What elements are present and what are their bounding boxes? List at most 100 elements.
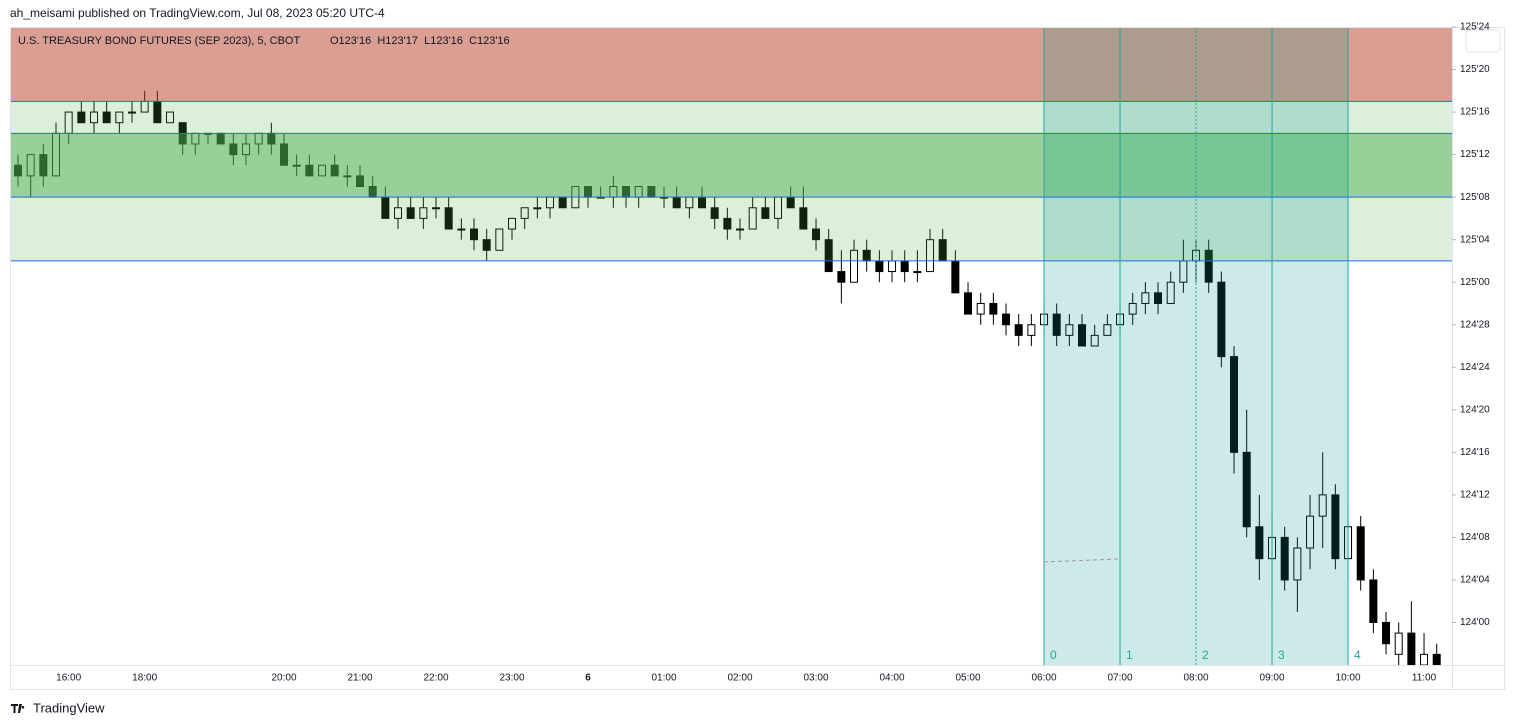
candle-body	[850, 249, 859, 283]
price-zone	[10, 27, 1452, 102]
candle-body	[444, 207, 453, 230]
x-tick-label: 06:00	[1032, 673, 1057, 684]
y-tick-label: 124'12	[1460, 490, 1490, 501]
candle-body	[406, 207, 415, 219]
y-tick-label: 124'28	[1460, 319, 1490, 330]
candle-body	[799, 207, 808, 230]
y-tick-label: 124'16	[1460, 447, 1490, 458]
x-tick-label: 23:00	[499, 673, 524, 684]
y-tick-label: 124'04	[1460, 575, 1490, 586]
candle-body	[888, 260, 897, 273]
candle-body	[989, 302, 998, 315]
x-tick-label: 01:00	[652, 673, 677, 684]
candle-body	[470, 228, 479, 241]
candle-body	[736, 228, 745, 231]
candle-body	[1382, 621, 1391, 645]
candle-body	[1230, 356, 1239, 453]
candle-body	[976, 302, 985, 315]
candle-body	[1154, 292, 1163, 304]
candle-body	[1242, 451, 1251, 528]
candle-body	[837, 271, 846, 283]
candle-body	[90, 111, 99, 124]
candle-body	[1027, 324, 1036, 336]
candle-body	[964, 292, 973, 315]
candle-body	[1394, 632, 1403, 655]
x-tick-label: 11:00	[1412, 673, 1437, 684]
candle-body	[1204, 249, 1213, 283]
y-tick-label: 124'08	[1460, 532, 1490, 543]
candle-body	[1078, 324, 1087, 347]
candle-body	[1356, 526, 1365, 581]
x-tick-label: 21:00	[347, 673, 372, 684]
candle-body	[723, 217, 732, 230]
candle-body	[1014, 324, 1023, 336]
candle-body	[1306, 515, 1315, 549]
candle-body	[1432, 653, 1441, 665]
candle-body	[1128, 302, 1137, 315]
candle-body	[432, 207, 441, 210]
x-tick-label: 6	[585, 673, 591, 684]
candle-body	[875, 260, 884, 273]
x-tick-label: 09:00	[1260, 673, 1285, 684]
candle-body	[419, 207, 428, 219]
x-tick-label: 08:00	[1184, 673, 1209, 684]
price-zone	[10, 133, 1452, 198]
price-zone	[10, 197, 1452, 261]
session-label: 1	[1126, 648, 1133, 662]
plot-area	[10, 27, 1452, 665]
session-label: 4	[1354, 648, 1361, 662]
candle-body	[394, 207, 403, 219]
x-tick-label: 16:00	[56, 673, 81, 684]
candle-body	[1052, 313, 1061, 336]
footer-brand: TradingView	[33, 700, 105, 715]
x-tick-label: 18:00	[132, 673, 157, 684]
candle-body	[495, 228, 504, 251]
y-tick-label: 125'20	[1460, 64, 1490, 75]
session-label: 2	[1202, 648, 1209, 662]
candle-body	[166, 111, 175, 124]
candle-body	[1420, 653, 1429, 665]
y-tick-label: 125'04	[1460, 234, 1490, 245]
candle-body	[1318, 494, 1327, 517]
candle-body	[926, 239, 935, 273]
candle-body	[1090, 334, 1099, 347]
session-label: 3	[1278, 648, 1285, 662]
axis-button[interactable]	[1465, 29, 1501, 53]
candle-body	[128, 111, 137, 114]
candle-body	[951, 260, 960, 294]
price-zone	[10, 101, 1452, 134]
candle-body	[812, 228, 821, 241]
candle-body	[1255, 526, 1264, 560]
candle-body	[508, 217, 517, 230]
ohlc-legend: O123'16 H123'17 L123'16 C123'16	[330, 35, 510, 47]
candle-body	[1166, 281, 1175, 304]
candle-body	[1103, 324, 1112, 336]
y-tick-label: 125'16	[1460, 107, 1490, 118]
candle-body	[533, 207, 542, 210]
x-tick-label: 04:00	[880, 673, 905, 684]
candle-body	[913, 271, 922, 274]
candle-body	[1407, 632, 1416, 665]
session-label: 0	[1050, 648, 1057, 662]
candle-body	[1141, 292, 1150, 304]
candle-body	[457, 228, 466, 231]
x-tick-label: 07:00	[1108, 673, 1133, 684]
x-tick-label: 05:00	[956, 673, 981, 684]
y-tick-label: 124'24	[1460, 362, 1490, 373]
dashed-line	[1043, 558, 1119, 563]
y-tick-label: 124'00	[1460, 617, 1490, 628]
y-tick-label: 125'00	[1460, 277, 1490, 288]
candle-body	[1217, 281, 1226, 358]
candle-body	[748, 207, 757, 230]
y-tick-label: 125'12	[1460, 149, 1490, 160]
candle-body	[710, 207, 719, 219]
candle-body	[115, 111, 124, 124]
x-tick-label: 22:00	[423, 673, 448, 684]
x-tick-label: 02:00	[728, 673, 753, 684]
candle-body	[1331, 494, 1340, 560]
candle-body	[482, 239, 491, 251]
logo	[11, 704, 25, 713]
x-tick-label: 20:00	[271, 673, 296, 684]
